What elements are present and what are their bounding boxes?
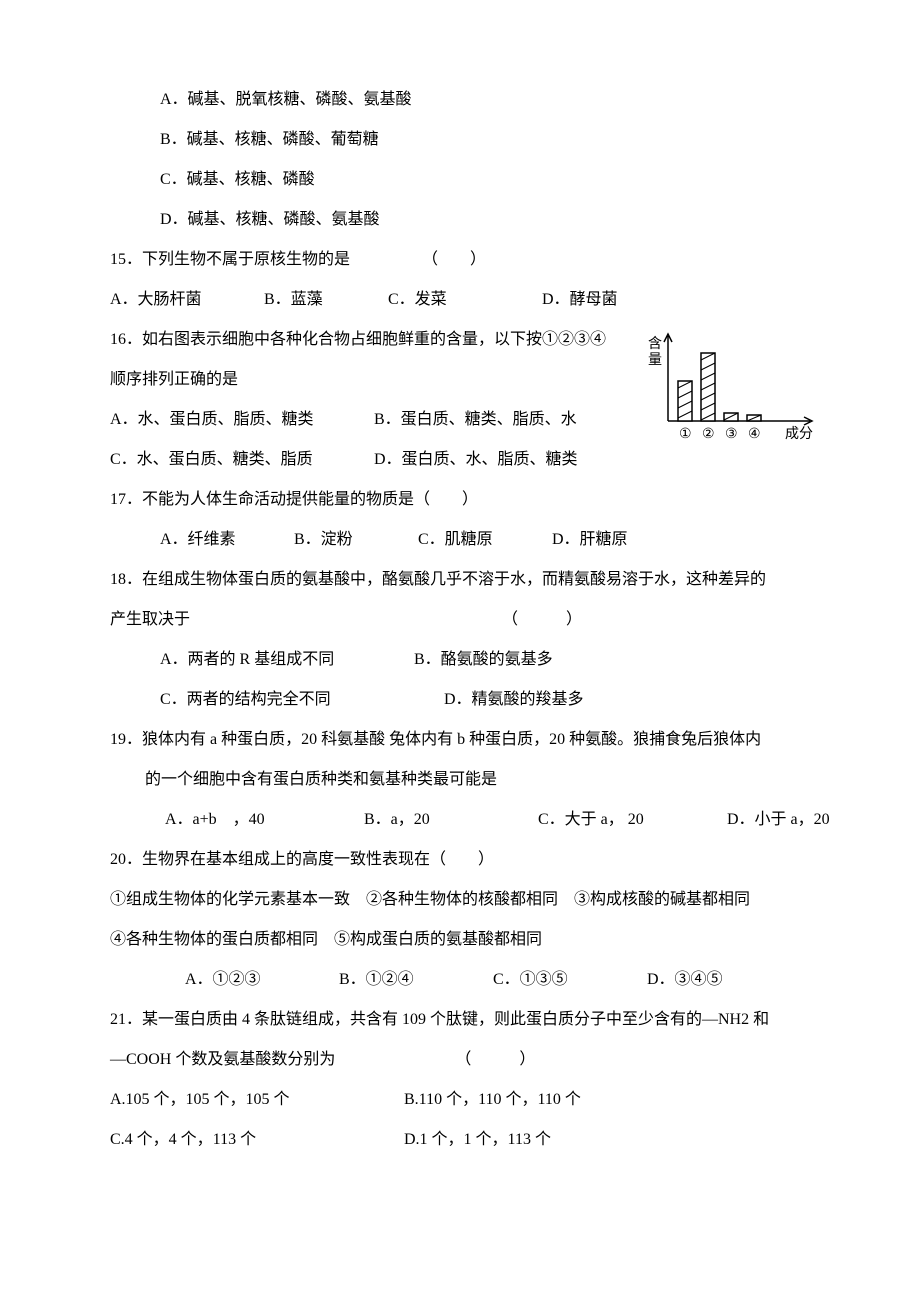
q15-options: A．大肠杆菌 B．蓝藻 C．发菜 D．酵母菌 <box>110 280 840 320</box>
q14-option-a: A．碱基、脱氧核糖、磷酸、氨基酸 <box>110 80 840 120</box>
q21-option-b: B.110 个，110 个，110 个 <box>404 1080 581 1120</box>
q20-line2: ①组成生物体的化学元素基本一致 ②各种生物体的核酸都相同 ③构成核酸的碱基都相同 <box>110 880 840 920</box>
q19-option-c: C．大于 a， 20 <box>538 800 723 840</box>
q21-option-d: D.1 个，1 个，113 个 <box>404 1120 551 1160</box>
q17-stem: 17．不能为人体生命活动提供能量的物质是（ ） <box>110 480 840 520</box>
q20-line3: ④各种生物体的蛋白质都相同 ⑤构成蛋白质的氨基酸都相同 <box>110 920 840 960</box>
chart-tick-3: ③ <box>725 427 738 442</box>
q14-option-c: C．碱基、核糖、磷酸 <box>110 160 840 200</box>
q21-stem-line1: 21．某一蛋白质由 4 条肽链组成，共含有 109 个肽键，则此蛋白质分子中至少… <box>110 1000 840 1040</box>
q16-chart: 含 量 <box>640 326 840 462</box>
q17-option-d: D．肝糖原 <box>552 520 628 560</box>
q20-option-a: A．①②③ <box>185 960 335 1000</box>
q16-option-a: A．水、蛋白质、脂质、糖类 <box>110 400 370 440</box>
q21-stem-line2: —COOH 个数及氨基酸数分别为 （ ） <box>110 1040 840 1080</box>
q20-options: A．①②③ B．①②④ C．①③⑤ D．③④⑤ <box>110 960 840 1000</box>
q18-options-row2: C．两者的结构完全不同 D．精氨酸的羧基多 <box>110 680 840 720</box>
q16-option-d: D．蛋白质、水、脂质、糖类 <box>374 440 578 480</box>
chart-bar-4 <box>747 415 761 421</box>
q19-stem-line1: 19．狼体内有 a 种蛋白质，20 科氨基酸 兔体内有 b 种蛋白质，20 种氨… <box>110 720 840 760</box>
q20-stem: 20．生物界在基本组成上的高度一致性表现在（ ） <box>110 840 840 880</box>
q18-option-d: D．精氨酸的羧基多 <box>444 680 584 720</box>
q21-option-c: C.4 个，4 个，113 个 <box>110 1120 400 1160</box>
chart-tick-2: ② <box>702 427 715 442</box>
q19-option-a: A．a+b ，40 <box>165 800 360 840</box>
q20-option-d: D．③④⑤ <box>647 960 723 1000</box>
chart-bar-3 <box>724 413 738 421</box>
q21-option-a: A.105 个，105 个，105 个 <box>110 1080 400 1120</box>
q17-option-b: B．淀粉 <box>294 520 414 560</box>
q15-stem: 15．下列生物不属于原核生物的是 （ ） <box>110 240 840 280</box>
chart-y-label-2: 量 <box>648 352 662 368</box>
q18-stem-line1: 18．在组成生物体蛋白质的氨基酸中，酪氨酸几乎不溶于水，而精氨酸易溶于水，这种差… <box>110 560 840 600</box>
chart-tick-1: ① <box>679 427 692 442</box>
chart-tick-4: ④ <box>748 427 761 442</box>
q20-option-b: B．①②④ <box>339 960 489 1000</box>
q20-option-c: C．①③⑤ <box>493 960 643 1000</box>
q15-option-a: A．大肠杆菌 <box>110 280 260 320</box>
q15-option-c: C．发菜 <box>388 280 538 320</box>
q18-stem-line2: 产生取决于 （ ） <box>110 600 840 640</box>
q19-stem-line2: 的一个细胞中含有蛋白质种类和氨基种类最可能是 <box>110 760 840 800</box>
q18-option-b: B．酪氨酸的氨基多 <box>414 640 553 680</box>
q17-options: A．纤维素 B．淀粉 C．肌糖原 D．肝糖原 <box>110 520 840 560</box>
q15-option-d: D．酵母菌 <box>542 280 618 320</box>
q19-option-d: D．小于 a，20 <box>727 800 830 840</box>
q15-option-b: B．蓝藻 <box>264 280 384 320</box>
q19-option-b: B．a，20 <box>364 800 534 840</box>
q19-options: A．a+b ，40 B．a，20 C．大于 a， 20 D．小于 a，20 <box>110 800 840 840</box>
q18-option-a: A．两者的 R 基组成不同 <box>160 640 410 680</box>
q18-options-row1: A．两者的 R 基组成不同 B．酪氨酸的氨基多 <box>110 640 840 680</box>
q17-option-a: A．纤维素 <box>160 520 290 560</box>
q16-option-b: B．蛋白质、糖类、脂质、水 <box>374 400 577 440</box>
q21-options-row2: C.4 个，4 个，113 个 D.1 个，1 个，113 个 <box>110 1120 840 1160</box>
chart-y-label-1: 含 <box>648 336 662 352</box>
chart-bar-2 <box>701 353 715 421</box>
chart-bar-1 <box>678 381 692 421</box>
q21-options-row1: A.105 个，105 个，105 个 B.110 个，110 个，110 个 <box>110 1080 840 1120</box>
q17-option-c: C．肌糖原 <box>418 520 548 560</box>
chart-x-label: 成分 <box>785 426 813 442</box>
q14-option-b: B．碱基、核糖、磷酸、葡萄糖 <box>110 120 840 160</box>
q14-option-d: D．碱基、核糖、磷酸、氨基酸 <box>110 200 840 240</box>
q18-option-c: C．两者的结构完全不同 <box>160 680 440 720</box>
q16-option-c: C．水、蛋白质、糖类、脂质 <box>110 440 370 480</box>
